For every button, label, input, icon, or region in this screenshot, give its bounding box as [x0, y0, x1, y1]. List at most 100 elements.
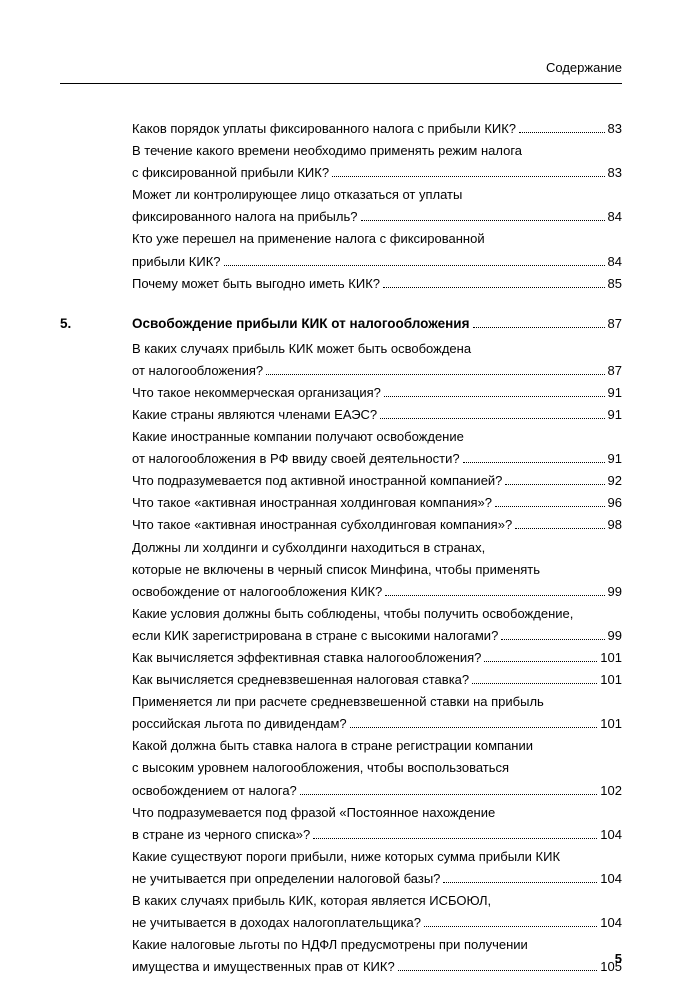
toc-entry-line: с фиксированной прибыли КИК? 83 — [132, 162, 622, 184]
toc-entry-text: Что такое некоммерческая организация? — [132, 382, 381, 404]
toc-page-ref: 92 — [608, 470, 622, 492]
toc-page-ref: 96 — [608, 492, 622, 514]
toc-entry-line: Кто уже перешел на применение налога с ф… — [132, 228, 622, 250]
toc-entry-text: освобождение от налогообложения КИК? — [132, 581, 382, 603]
toc-leader-dots — [398, 962, 598, 972]
toc-entry-text: прибыли КИК? — [132, 251, 221, 273]
toc-page-ref: 102 — [600, 780, 622, 802]
toc-entry-line: Как вычисляется эффективная ставка налог… — [132, 647, 622, 669]
toc-entry-line: имущества и имущественных прав от КИК? 1… — [132, 956, 622, 978]
toc-page-ref: 85 — [608, 273, 622, 295]
toc-entry-line: Что такое некоммерческая организация? 91 — [132, 382, 622, 404]
toc-page-ref: 101 — [600, 669, 622, 691]
toc-entry-text: Что такое «активная иностранная холдинго… — [132, 492, 492, 514]
toc-entry-line: с высоким уровнем налогообложения, чтобы… — [132, 757, 622, 779]
toc-entry-line: Какие страны являются членами ЕАЭС? 91 — [132, 404, 622, 426]
toc-entry-line: Что такое «активная иностранная субхолди… — [132, 514, 622, 536]
toc-leader-dots — [519, 123, 604, 133]
toc-leader-dots — [313, 829, 597, 839]
toc-content: Каков порядок уплаты фиксированного нало… — [60, 118, 622, 978]
toc-entry-text: В течение какого времени необходимо прим… — [132, 140, 522, 162]
toc-leader-dots — [424, 917, 597, 927]
toc-page-ref: 99 — [608, 625, 622, 647]
toc-page-ref: 91 — [608, 382, 622, 404]
toc-entry-text: Как вычисляется эффективная ставка налог… — [132, 647, 481, 669]
toc-entry-line: Какой должна быть ставка налога в стране… — [132, 735, 622, 757]
toc-page-ref: 84 — [608, 206, 622, 228]
toc-entry-line: Что подразумевается под активной иностра… — [132, 470, 622, 492]
page-number: 5 — [615, 951, 622, 966]
toc-entry-text: от налогообложения? — [132, 360, 263, 382]
toc-entry-line: Должны ли холдинги и субхолдинги находит… — [132, 537, 622, 559]
toc-entry-line: Что подразумевается под фразой «Постоянн… — [132, 802, 622, 824]
toc-entry-text: от налогообложения в РФ ввиду своей деят… — [132, 448, 460, 470]
toc-page-ref: 101 — [600, 713, 622, 735]
toc-entry-line: Как вычисляется средневзвешенная налогов… — [132, 669, 622, 691]
toc-entry-line: Какие иностранные компании получают осво… — [132, 426, 622, 448]
toc-page-ref: 98 — [608, 514, 622, 536]
running-header: Содержание — [60, 60, 622, 84]
toc-entry-text: в стране из черного списка»? — [132, 824, 310, 846]
toc-entry-text: Что подразумевается под фразой «Постоянн… — [132, 802, 495, 824]
toc-page-ref: 104 — [600, 868, 622, 890]
toc-entry-line: В каких случаях прибыль КИК может быть о… — [132, 338, 622, 360]
toc-leader-dots — [515, 520, 604, 530]
toc-entry-line: не учитывается в доходах налогоплательщи… — [132, 912, 622, 934]
toc-page-ref: 91 — [608, 448, 622, 470]
toc-entry-text: Почему может быть выгодно иметь КИК? — [132, 273, 380, 295]
toc-entry-line: прибыли КИК? 84 — [132, 251, 622, 273]
toc-entry-line: от налогообложения в РФ ввиду своей деят… — [132, 448, 622, 470]
toc-entry-text: Какие условия должны быть соблюдены, что… — [132, 603, 573, 625]
toc-entry-text: с фиксированной прибыли КИК? — [132, 162, 329, 184]
toc-entry-text: российская льгота по дивидендам? — [132, 713, 347, 735]
toc-entry-line: В течение какого времени необходимо прим… — [132, 140, 622, 162]
header-label: Содержание — [546, 60, 622, 75]
toc-entry-line: Какие условия должны быть соблюдены, что… — [132, 603, 622, 625]
toc-entry-text: Какой должна быть ставка налога в стране… — [132, 735, 533, 757]
toc-page-ref: 83 — [608, 118, 622, 140]
toc-entry-line: освобождение от налогообложения КИК? 99 — [132, 581, 622, 603]
toc-entry-line: не учитывается при определении налоговой… — [132, 868, 622, 890]
toc-entry-text: освобождением от налога? — [132, 780, 297, 802]
toc-page-ref: 101 — [600, 647, 622, 669]
toc-leader-dots — [300, 785, 598, 795]
toc-entry-text: Что подразумевается под активной иностра… — [132, 470, 502, 492]
toc-entry-text: имущества и имущественных прав от КИК? — [132, 956, 395, 978]
toc-entry-text: Каков порядок уплаты фиксированного нало… — [132, 118, 516, 140]
toc-leader-dots — [385, 586, 604, 596]
toc-entry-text: Какие страны являются членами ЕАЭС? — [132, 404, 377, 426]
toc-entry-text: если КИК зарегистрирована в стране с выс… — [132, 625, 498, 647]
toc-entry-text: Какие иностранные компании получают осво… — [132, 426, 464, 448]
toc-page-ref: 99 — [608, 581, 622, 603]
toc-page-ref: 104 — [600, 912, 622, 934]
toc-entry-line: Применяется ли при расчете средневзвешен… — [132, 691, 622, 713]
toc-leader-dots — [266, 365, 604, 375]
toc-entry-line: которые не включены в черный список Минф… — [132, 559, 622, 581]
toc-entry-text: В каких случаях прибыль КИК, которая явл… — [132, 890, 491, 912]
toc-chapter: 5.Освобождение прибыли КИК от налогообло… — [132, 313, 622, 336]
toc-page-ref: 91 — [608, 404, 622, 426]
chapter-number: 5. — [60, 313, 120, 336]
toc-entry-line: Может ли контролирующее лицо отказаться … — [132, 184, 622, 206]
toc-page-ref: 104 — [600, 824, 622, 846]
toc-leader-dots — [501, 630, 604, 640]
toc-entry-text: не учитывается при определении налоговой… — [132, 868, 440, 890]
toc-page-ref: 87 — [608, 313, 622, 335]
toc-entry-text: Может ли контролирующее лицо отказаться … — [132, 184, 462, 206]
toc-entry-line: от налогообложения? 87 — [132, 360, 622, 382]
toc-entry-line: Почему может быть выгодно иметь КИК? 85 — [132, 273, 622, 295]
toc-leader-dots — [361, 212, 605, 222]
toc-entry-line: Что такое «активная иностранная холдинго… — [132, 492, 622, 514]
toc-leader-dots — [443, 873, 597, 883]
chapter-title: Освобождение прибыли КИК от налогообложе… — [132, 313, 470, 336]
toc-entry-text: Кто уже перешел на применение налога с ф… — [132, 228, 485, 250]
toc-page-ref: 83 — [608, 162, 622, 184]
toc-entry-line: Какие налоговые льготы по НДФЛ предусмот… — [132, 934, 622, 956]
page: Содержание Каков порядок уплаты фиксиров… — [0, 0, 686, 1000]
toc-entry-text: Какие существуют пороги прибыли, ниже ко… — [132, 846, 560, 868]
toc-entry-text: В каких случаях прибыль КИК может быть о… — [132, 338, 471, 360]
toc-entry-text: Какие налоговые льготы по НДФЛ предусмот… — [132, 934, 528, 956]
toc-entry-line: фиксированного налога на прибыль? 84 — [132, 206, 622, 228]
toc-leader-dots — [383, 278, 605, 288]
toc-entry-text: не учитывается в доходах налогоплательщи… — [132, 912, 421, 934]
